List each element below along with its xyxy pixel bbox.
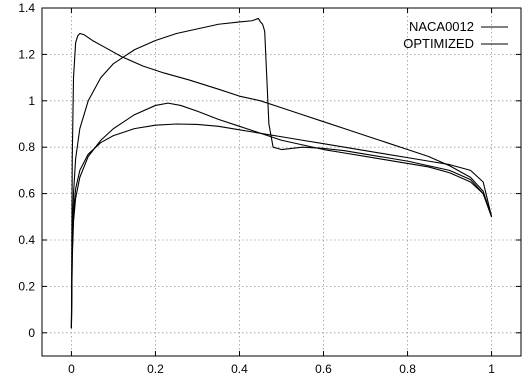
- x-tick-label: 0.8: [399, 362, 416, 376]
- legend-label-naca0012: NACA0012: [409, 19, 474, 34]
- y-tick-label: 1.4: [18, 1, 35, 15]
- series-line-naca0012-1: [70, 32, 493, 329]
- series-lines: [70, 17, 493, 329]
- legend: NACA0012 OPTIMIZED: [403, 19, 508, 51]
- x-tick-label: 0.2: [147, 362, 164, 376]
- legend-label-optimized: OPTIMIZED: [403, 36, 474, 51]
- x-tick-label: 1: [488, 362, 495, 376]
- y-tick-label: 0.8: [18, 140, 35, 154]
- series-line-naca0012-2: [70, 123, 493, 329]
- y-tick-label: 0.6: [18, 187, 35, 201]
- y-tick-label: 1: [28, 94, 35, 108]
- plot-frame: [41, 7, 522, 357]
- y-tick-label: 0.4: [18, 233, 35, 247]
- y-tick-label: 1.2: [18, 47, 35, 61]
- axis-ticks: [42, 7, 521, 356]
- x-axis-tick-labels: 0 0.2 0.4 0.6 0.8 1: [68, 362, 495, 376]
- y-axis-tick-labels: 0 0.2 0.4 0.6 0.8 1 1.2 1.4: [18, 1, 35, 340]
- y-tick-label: 0.2: [18, 279, 35, 293]
- x-tick-label: 0: [68, 362, 75, 376]
- y-tick-label: 0: [28, 326, 35, 340]
- series-line-optimized-2: [70, 102, 493, 329]
- x-tick-label: 0.6: [315, 362, 332, 376]
- series-line-optimized-1: [70, 17, 493, 329]
- grid-lines: [42, 7, 521, 356]
- x-tick-label: 0.4: [231, 362, 248, 376]
